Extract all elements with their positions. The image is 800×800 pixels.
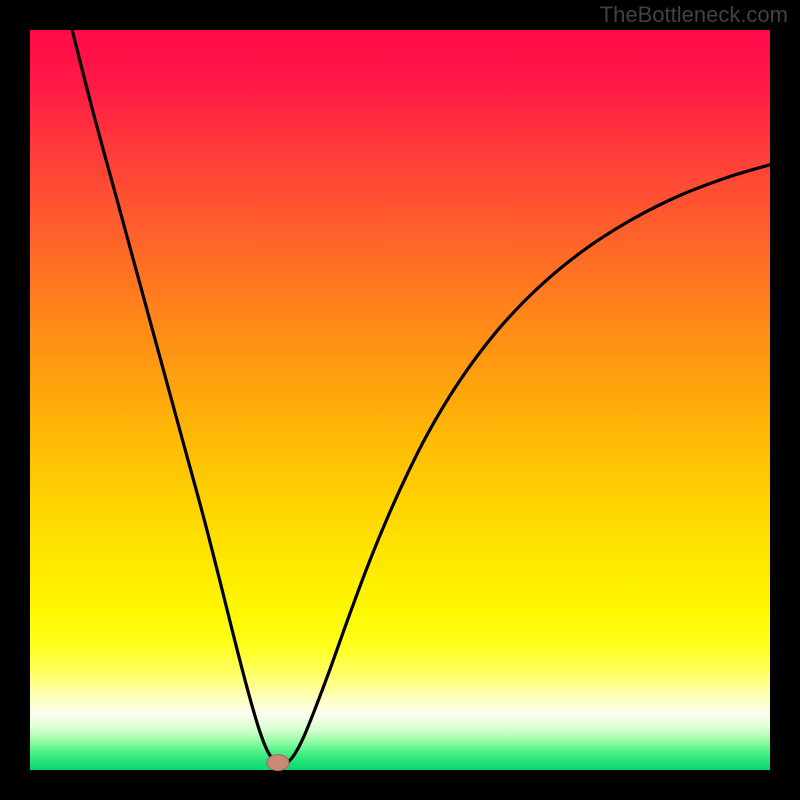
minimum-marker [267,755,289,771]
plot-area [30,30,770,770]
bottleneck-curve [30,30,770,770]
watermark-text: TheBottleneck.com [600,2,788,28]
